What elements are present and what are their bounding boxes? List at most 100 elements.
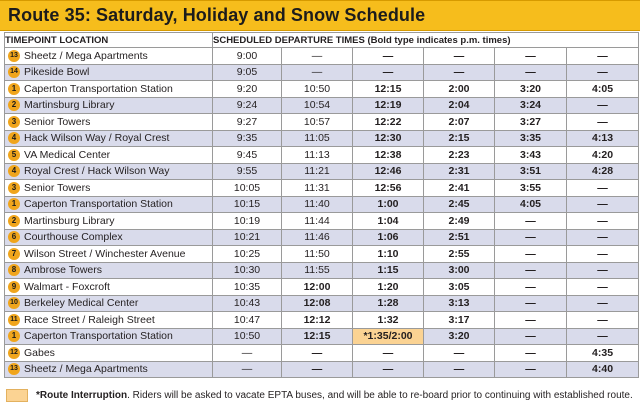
departure-time-cell: 11:21 (281, 162, 353, 180)
departure-time-cell: 2:00 (423, 80, 495, 98)
timepoint-cell: 11 Race Street / Raleigh Street (4, 311, 213, 329)
departure-time-cell: 11:55 (281, 261, 353, 279)
table-row: 14 Pikeside Bowl 9:05— — — — — (4, 63, 640, 81)
timepoint-name: Courthouse Complex (24, 231, 123, 244)
departure-time-cell: 3:20 (423, 327, 495, 345)
timepoint-cell: 3 Senior Towers (4, 179, 213, 197)
departure-time-cell: — (494, 228, 567, 246)
departure-time-cell: 10:30 (212, 261, 282, 279)
departure-time-cell: 9:27 (212, 113, 282, 131)
timepoint-cell: 10 Berkeley Medical Center (4, 294, 213, 312)
timepoint-name: Caperton Transportation Station (24, 330, 173, 343)
timepoint-number-badge: 4 (8, 132, 20, 145)
timepoint-number-badge: 11 (8, 313, 20, 326)
departure-time-cell: 12:38 (352, 146, 424, 164)
departure-time-cell: 11:46 (281, 228, 353, 246)
departure-time-cell: — (494, 261, 567, 279)
departure-time-cell: 2:07 (423, 113, 495, 131)
departure-time-cell: — (494, 311, 567, 329)
departure-time-cell: — (494, 327, 567, 345)
departure-time-cell: — (281, 47, 353, 65)
departure-time-cell: — (565, 212, 640, 230)
table-row: 11 Race Street / Raleigh Street 10:47 12:12… (4, 311, 640, 329)
table-row: 1 Caperton Transportation Station 10:15 11:… (4, 195, 640, 213)
timepoint-name: VA Medical Center (24, 148, 111, 161)
departure-time-cell: 12:22 (352, 113, 424, 131)
departure-time-cell: — (565, 311, 640, 329)
timepoint-name: Pikeside Bowl (24, 66, 90, 79)
departure-time-cell: 12:46 (352, 162, 424, 180)
departure-time-cell: 3:17 (423, 311, 495, 329)
departure-time-cell: 12:08 (281, 294, 353, 312)
timepoint-name: Caperton Transportation Station (24, 198, 173, 211)
schedule-body: 13 Sheetz / Mega Apartments 9:00— — — — —14 Pik… (4, 47, 640, 378)
timepoint-number-badge: 7 (8, 247, 20, 260)
timepoint-name: Walmart - Foxcroft (24, 280, 110, 293)
departure-time-cell: 9:20 (212, 80, 282, 98)
departure-time-cell: — (281, 63, 353, 81)
departure-time-cell: — (565, 261, 640, 279)
table-row: 3 Senior Towers 9:27 10:57 12:22 2:07 3:27— (4, 113, 640, 131)
timepoint-number-badge: 1 (8, 330, 20, 343)
departure-time-cell: 2:51 (423, 228, 495, 246)
departure-time-cell: 9:00 (212, 47, 282, 65)
timepoint-cell: 2 Martinsburg Library (4, 212, 213, 230)
timepoint-name: Caperton Transportation Station (24, 82, 173, 95)
timepoint-number-badge: 2 (8, 214, 20, 227)
timepoint-name: Berkeley Medical Center (24, 297, 139, 310)
departure-time-cell: 3:35 (494, 129, 567, 147)
departure-time-cell: — (494, 344, 567, 362)
departure-time-cell: — (565, 179, 640, 197)
departure-time-cell: 3:13 (423, 294, 495, 312)
departure-time-cell: 1:04 (352, 212, 424, 230)
timepoint-number-badge: 1 (8, 82, 20, 95)
departure-time-cell: 12:00 (281, 278, 353, 296)
timepoint-cell: 7 Wilson Street / Winchester Avenue (4, 245, 213, 263)
table-row: 2 Martinsburg Library 10:19 11:44 1:04 2:49— — (4, 212, 640, 230)
departure-time-cell: 1:32 (352, 311, 424, 329)
departure-time-cell: — (423, 360, 495, 378)
timepoint-cell: 5 VA Medical Center (4, 146, 213, 164)
departure-time-cell: 1:28 (352, 294, 424, 312)
timepoint-number-badge: 12 (8, 346, 20, 359)
departure-time-cell: 12:15 (352, 80, 424, 98)
departure-time-cell: 12:56 (352, 179, 424, 197)
departure-time-cell: 11:05 (281, 129, 353, 147)
departure-time-cell: 1:10 (352, 245, 424, 263)
route-interruption-cell: *1:35/2:00 (352, 327, 424, 345)
timepoint-number-badge: 5 (8, 148, 20, 161)
departure-time-cell: — (494, 212, 567, 230)
departure-time-cell: — (565, 96, 640, 114)
departure-time-cell: 3:05 (423, 278, 495, 296)
departure-time-cell: — (565, 63, 640, 81)
departure-time-cell: 2:41 (423, 179, 495, 197)
timepoint-name: Royal Crest / Hack Wilson Way (24, 165, 170, 178)
departure-time-cell: 1:00 (352, 195, 424, 213)
timepoint-cell: 6 Courthouse Complex (4, 228, 213, 246)
schedule-table: TIMEPOINT LOCATION SCHEDULED DEPARTURE T… (4, 32, 640, 378)
departure-time-cell: — (281, 360, 353, 378)
timepoint-cell: 12 Gabes (4, 344, 213, 362)
departure-time-cell: 11:31 (281, 179, 353, 197)
timepoint-name: Wilson Street / Winchester Avenue (24, 247, 186, 260)
timepoint-cell: 2 Martinsburg Library (4, 96, 213, 114)
times-header-note: (Bold type indicates p.m. times) (367, 34, 511, 46)
departure-time-cell: — (565, 195, 640, 213)
departure-time-cell: 10:57 (281, 113, 353, 131)
departure-time-cell: 3:24 (494, 96, 567, 114)
timepoint-cell: 3 Senior Towers (4, 113, 213, 131)
departure-time-cell: — (352, 63, 424, 81)
table-row: 13 Sheetz / Mega Apartments — — — — —4:40 (4, 360, 640, 378)
departure-time-cell: 2:15 (423, 129, 495, 147)
departure-time-cell: 12:30 (352, 129, 424, 147)
timepoint-name: Senior Towers (24, 181, 91, 194)
departure-time-cell: 3:43 (494, 146, 567, 164)
departure-time-cell: — (565, 47, 640, 65)
departure-time-cell: 2:55 (423, 245, 495, 263)
departure-time-cell: 3:00 (423, 261, 495, 279)
timepoint-header: TIMEPOINT LOCATION (4, 32, 213, 48)
departure-time-cell: 2:45 (423, 195, 495, 213)
departure-time-cell: 11:44 (281, 212, 353, 230)
table-row: 2 Martinsburg Library 9:24 10:54 12:19 2:04 3:… (4, 96, 640, 114)
